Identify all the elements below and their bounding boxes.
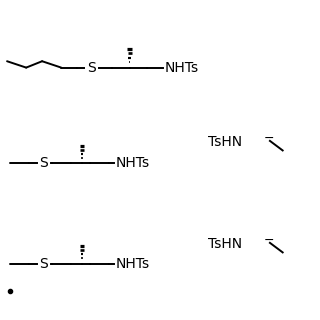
Text: −: − [264, 234, 274, 247]
Text: NHTs: NHTs [165, 60, 199, 75]
Text: TsHN: TsHN [208, 237, 242, 252]
Text: TsHN: TsHN [208, 135, 242, 149]
Text: S: S [39, 257, 48, 270]
Text: NHTs: NHTs [116, 156, 149, 170]
Text: S: S [39, 156, 48, 170]
Text: NHTs: NHTs [116, 257, 149, 270]
Text: S: S [87, 60, 96, 75]
Text: −: − [264, 132, 274, 145]
